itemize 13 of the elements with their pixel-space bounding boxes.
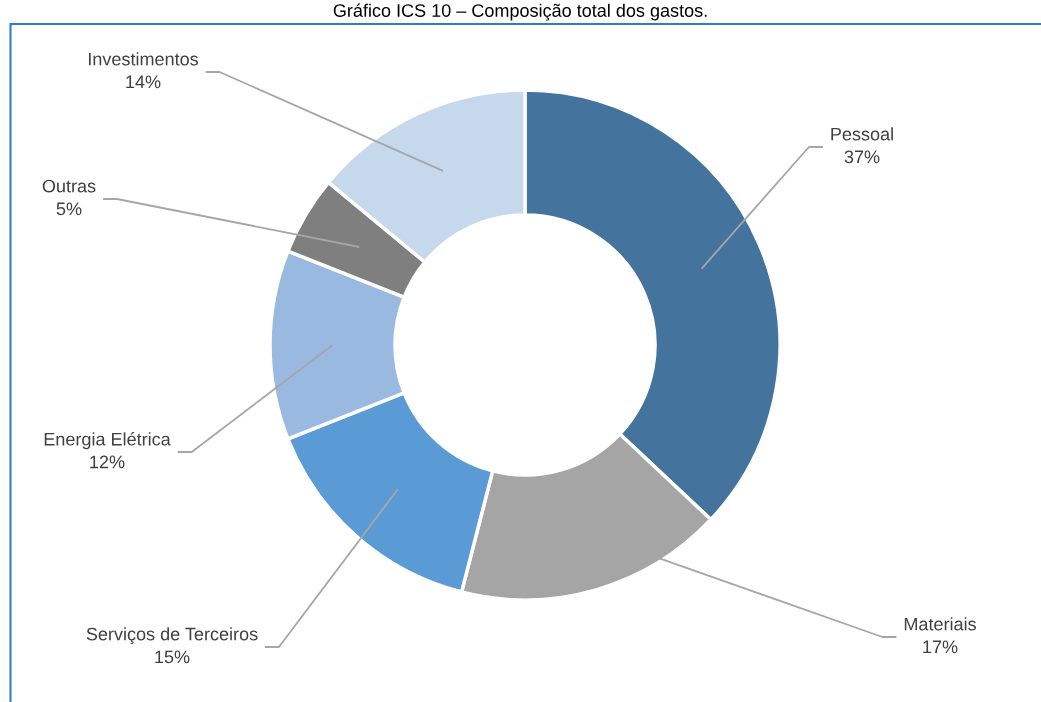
slice-label: Outras [42, 179, 96, 193]
data-label: 5% [56, 202, 82, 216]
data-label: 37% [844, 150, 880, 164]
slice-label: Pessoal [831, 127, 893, 141]
data-label: 15% [155, 650, 190, 664]
slice-label: Investimentos [88, 52, 199, 66]
data-label: 17% [923, 640, 958, 654]
chart-title: Gráfico ICS 10 – Composição total dos gastos. [333, 3, 707, 21]
slice-label: Energia Elétrica [44, 432, 171, 450]
data-label: 14% [126, 75, 161, 89]
slice-label: Materiais [904, 617, 976, 631]
data-label: 12% [90, 455, 125, 469]
slice-label: Serviços de Terceiros [86, 627, 258, 645]
